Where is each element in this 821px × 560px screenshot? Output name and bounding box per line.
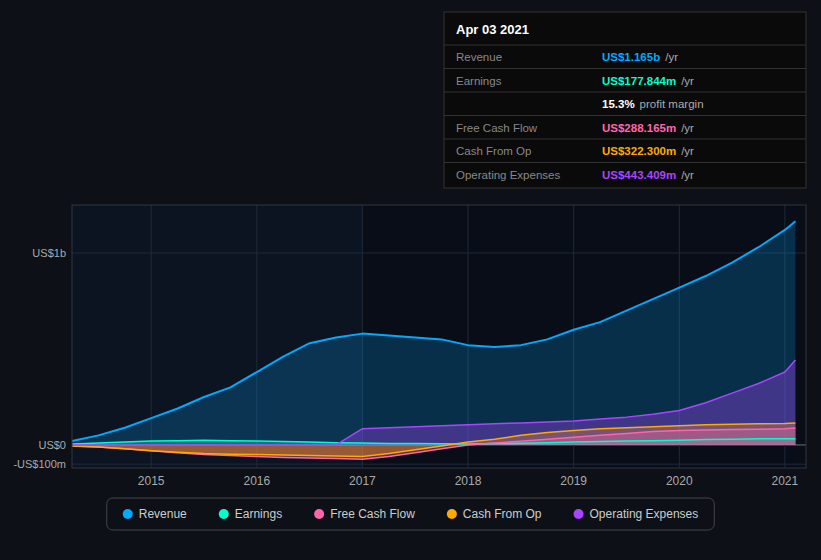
info-row-suffix: /yr xyxy=(681,145,694,157)
info-row-suffix: /yr xyxy=(681,122,694,134)
info-box-divider xyxy=(444,115,806,116)
y-tick-label: -US$100m xyxy=(13,458,66,470)
y-tick-label: US$0 xyxy=(38,439,66,451)
info-box-divider xyxy=(444,45,806,46)
legend-item: Cash From Op xyxy=(447,507,542,521)
info-row: US$322.300m/yr xyxy=(602,145,694,157)
info-row-label: Operating Expenses xyxy=(456,169,560,181)
grid-line-y xyxy=(72,252,806,253)
info-row-value: US$443.409m xyxy=(602,169,676,181)
plot-frame xyxy=(72,205,806,468)
info-row: 15.3% profit margin xyxy=(602,98,704,110)
plot-background xyxy=(72,205,806,468)
info-row-suffix: /yr xyxy=(681,75,694,87)
chart: -US$100m US$0 US$1b 2015 2016 2017 2018 2019 202… xyxy=(0,0,821,560)
info-row-value: US$177.844m xyxy=(602,75,676,87)
legend-marker xyxy=(574,509,584,519)
info-row-label: Revenue xyxy=(456,51,502,63)
info-row-suffix: /yr xyxy=(665,51,678,63)
info-row-value: 15.3% xyxy=(602,98,635,110)
series-line xyxy=(72,439,795,444)
info-box-divider xyxy=(444,92,806,93)
info-row-suffix: profit margin xyxy=(640,98,704,110)
legend-item: Revenue xyxy=(123,507,187,521)
legend: Revenue Earnings Free Cash Flow Cash From O… xyxy=(107,498,715,530)
x-tick-label: 2015 xyxy=(138,474,165,488)
series-line xyxy=(72,360,795,445)
info-row-suffix: /yr xyxy=(681,169,694,181)
info-row-value: US$322.300m xyxy=(602,145,676,157)
series-line xyxy=(72,428,795,459)
info-box-divider xyxy=(444,139,806,140)
x-tick-label: 2020 xyxy=(666,474,693,488)
x-tick-label: 2019 xyxy=(560,474,587,488)
x-tick-label: 2016 xyxy=(243,474,270,488)
area-fill xyxy=(72,221,795,445)
legend-label: Revenue xyxy=(139,507,187,521)
legend-label: Operating Expenses xyxy=(590,507,699,521)
series-line xyxy=(72,423,795,457)
legend-label: Earnings xyxy=(235,507,282,521)
info-row: US$443.409m/yr xyxy=(602,169,694,181)
legend-item: Operating Expenses xyxy=(574,507,699,521)
y-tick-label: US$1b xyxy=(32,247,66,259)
legend-marker xyxy=(447,509,457,519)
info-row: US$177.844m/yr xyxy=(602,75,694,87)
legend-marker xyxy=(219,509,229,519)
legend-label: Cash From Op xyxy=(463,507,542,521)
x-tick-label: 2018 xyxy=(455,474,482,488)
info-box-divider xyxy=(444,162,806,163)
info-box-title: Apr 03 2021 xyxy=(456,22,529,37)
info-row-value: US$288.165m xyxy=(602,122,676,134)
area-fill xyxy=(72,360,795,445)
info-box xyxy=(444,12,806,188)
legend-marker xyxy=(123,509,133,519)
info-row: US$288.165m/yr xyxy=(602,122,694,134)
background xyxy=(0,0,821,560)
info-row-label: Earnings xyxy=(456,75,502,87)
x-tick-label: 2021 xyxy=(772,474,799,488)
legend-box xyxy=(107,498,715,530)
legend-item: Free Cash Flow xyxy=(314,507,415,521)
legend-marker xyxy=(314,509,324,519)
info-row-label: Cash From Op xyxy=(456,145,531,157)
legend-label: Free Cash Flow xyxy=(330,507,415,521)
info-row-value: US$1.165b xyxy=(602,51,660,63)
info-row: US$1.165b/yr xyxy=(602,51,678,63)
plot-area xyxy=(72,205,806,468)
info-row-label: Free Cash Flow xyxy=(456,122,538,134)
x-tick-label: 2017 xyxy=(349,474,376,488)
info-box-divider xyxy=(444,68,806,69)
legend-item: Earnings xyxy=(219,507,282,521)
grid-line-y xyxy=(72,464,806,465)
